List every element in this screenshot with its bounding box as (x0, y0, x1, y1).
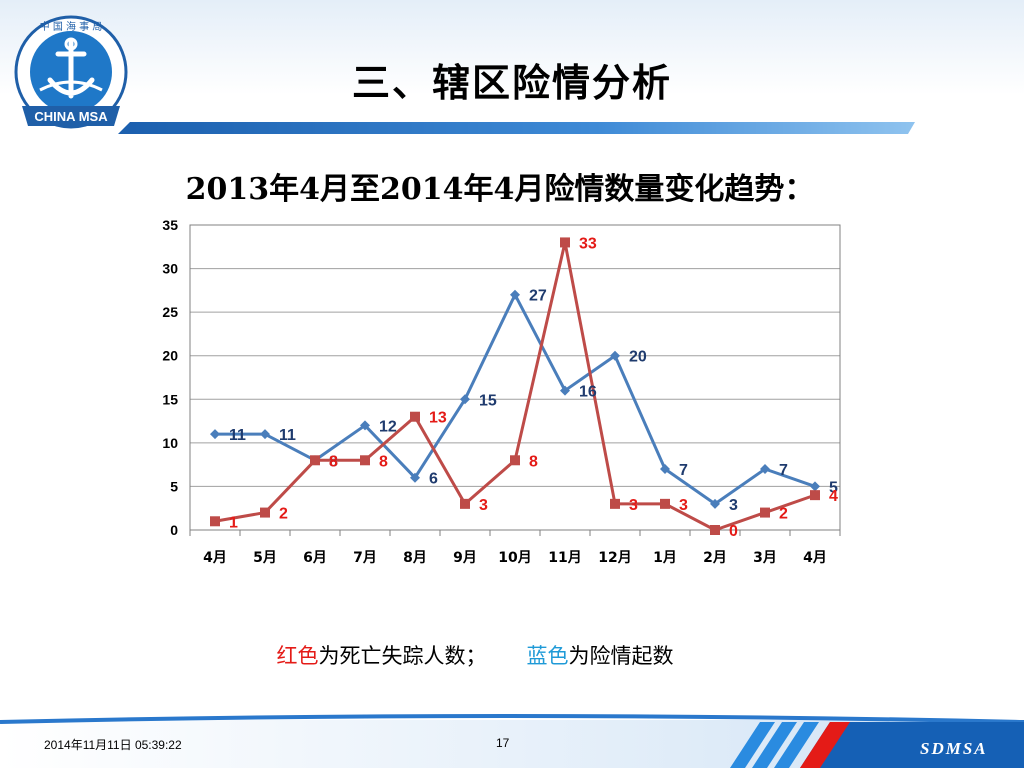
blue-point (710, 498, 720, 509)
red-point (310, 455, 320, 466)
blue-data-label: 3 (729, 497, 738, 514)
china-msa-logo: CHINA MSA 中 国 海 事 局 (14, 15, 128, 129)
x-tick-label: 1月 (653, 550, 677, 566)
red-data-label: 3 (679, 497, 688, 514)
x-tick-label: 10月 (498, 550, 531, 566)
legend-note: 红色为死亡失踪人数； 蓝色为险情起数 (0, 640, 950, 670)
red-point (210, 516, 220, 527)
header-band (0, 0, 1024, 135)
y-tick-label: 5 (170, 478, 178, 494)
blue-data-label: 7 (779, 462, 788, 479)
x-tick-label: 2月 (703, 550, 727, 566)
x-tick-label: 5月 (253, 550, 277, 566)
footer-datetime: 2014年11月11日 05:39:22 (44, 738, 182, 752)
chart-title: 2013年4月至2014年4月险情数量变化趋势： (185, 172, 815, 207)
blue-point (410, 472, 420, 483)
red-data-label: 3 (629, 497, 638, 514)
blue-data-label: 11 (229, 427, 246, 444)
footer-page-number: 17 (496, 736, 510, 750)
logo-banner-text: CHINA MSA (34, 109, 108, 124)
blue-point (660, 464, 670, 474)
legend-red-word: 红色 (276, 644, 319, 668)
red-data-label: 8 (379, 453, 388, 470)
red-data-label: 13 (429, 410, 447, 427)
x-tick-label: 4月 (203, 550, 227, 566)
y-tick-label: 20 (162, 348, 178, 364)
y-tick-label: 35 (162, 217, 178, 233)
red-data-label: 8 (529, 453, 538, 470)
x-tick-label: 4月 (803, 550, 827, 566)
y-tick-label: 15 (162, 391, 178, 407)
x-tick-label: 9月 (453, 550, 477, 566)
red-point (510, 455, 520, 466)
slide-title: 三、辖区险情分析 (351, 60, 672, 105)
footer-band (0, 714, 1024, 768)
red-point (710, 525, 720, 535)
footer-brand: SDMSA (920, 739, 988, 758)
x-tick-label: 8月 (403, 550, 427, 566)
red-point (260, 507, 270, 518)
red-point (610, 498, 620, 509)
x-tick-label: 11月 (548, 550, 581, 566)
red-data-label: 0 (729, 523, 738, 540)
blue-data-label: 7 (679, 462, 688, 479)
legend-blue-word: 蓝色 (526, 644, 569, 668)
blue-data-label: 11 (279, 427, 296, 444)
red-data-label: 8 (329, 453, 338, 470)
blue-data-label: 15 (479, 392, 497, 409)
x-tick-label: 6月 (303, 550, 327, 566)
y-tick-label: 0 (170, 522, 178, 538)
header-accent-bar (118, 122, 915, 134)
y-tick-label: 10 (162, 435, 178, 451)
blue-point (810, 481, 820, 492)
blue-point (760, 464, 770, 474)
red-point (560, 237, 570, 248)
y-tick-label: 30 (162, 261, 178, 277)
red-point (810, 490, 820, 501)
blue-point (610, 350, 620, 361)
y-tick-label: 25 (162, 304, 178, 320)
red-point (410, 411, 420, 422)
red-data-label: 2 (779, 506, 788, 523)
red-point (760, 507, 770, 518)
red-data-label: 1 (229, 514, 238, 531)
red-point (660, 498, 670, 509)
blue-point (510, 289, 520, 300)
legend-blue-desc: 为险情起数 (568, 644, 674, 668)
blue-point (560, 385, 570, 396)
red-point (360, 455, 370, 466)
blue-point (210, 429, 220, 440)
x-tick-label: 3月 (753, 550, 777, 566)
blue-data-label: 8 (329, 453, 338, 470)
red-data-label: 33 (579, 235, 597, 252)
x-tick-label: 7月 (353, 550, 377, 566)
plot-area-border (189, 224, 841, 531)
legend-red-desc: 为死亡失踪人数； (318, 644, 487, 668)
red-data-label: 4 (829, 488, 838, 505)
blue-data-label: 12 (379, 418, 397, 435)
logo-ring-text: 中 国 海 事 局 (40, 20, 103, 33)
blue-data-label: 20 (629, 349, 647, 366)
blue-data-label: 27 (529, 288, 547, 305)
blue-point (260, 429, 270, 440)
blue-data-label: 16 (579, 384, 597, 401)
x-tick-label: 12月 (598, 550, 631, 566)
red-data-label: 2 (279, 506, 288, 523)
blue-point (360, 420, 370, 431)
blue-point (460, 394, 470, 405)
red-data-label: 3 (479, 497, 488, 514)
blue-data-label: 6 (429, 471, 438, 488)
red-point (460, 498, 470, 509)
blue-data-label: 5 (829, 479, 838, 496)
